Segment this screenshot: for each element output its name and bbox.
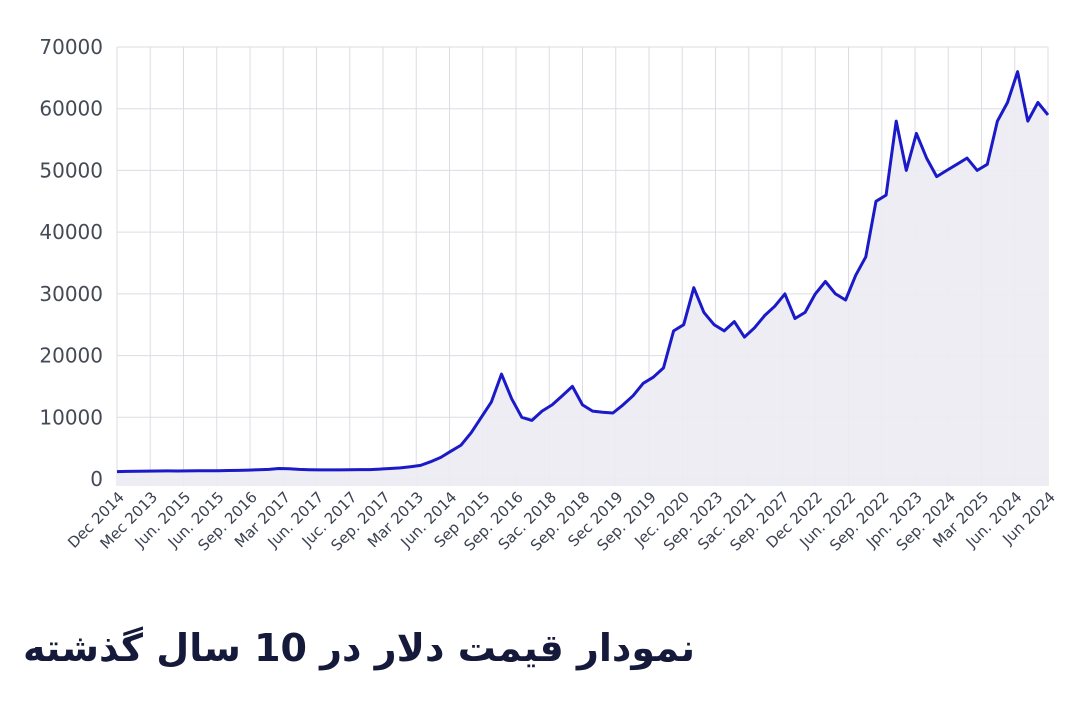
- y-tick-label: 40000: [39, 220, 103, 244]
- y-tick-label: 0: [90, 467, 103, 491]
- y-tick-label: 10000: [39, 405, 103, 429]
- chart-container: 0 10000 20000 30000 40000 50000 60000 70000 Dec…: [39, 35, 1058, 555]
- price-area-fill: [117, 71, 1048, 486]
- y-tick-label: 30000: [39, 282, 103, 306]
- price-line: [116, 70, 1050, 474]
- y-tick-label: 70000: [39, 35, 103, 59]
- y-tick-label: 50000: [39, 158, 103, 182]
- y-tick-label: 60000: [39, 97, 103, 121]
- chart-title: نمودار قیمت دلار در 10 سال گذشته: [23, 626, 695, 670]
- y-tick-label: 20000: [39, 344, 103, 368]
